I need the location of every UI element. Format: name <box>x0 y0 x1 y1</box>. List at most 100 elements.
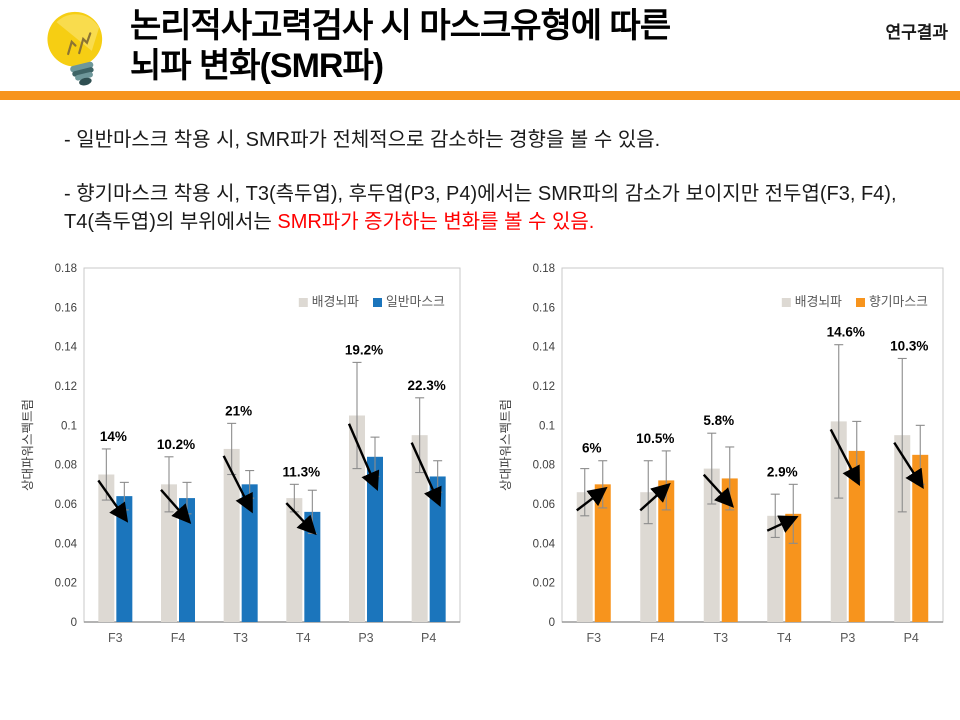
y-tick-label: 0.14 <box>533 342 556 354</box>
x-category-label: T4 <box>777 631 792 645</box>
change-percent-label: 5.8% <box>703 413 734 428</box>
y-tick-label: 0.04 <box>533 538 556 550</box>
change-percent-label: 2.9% <box>767 464 798 479</box>
legend-label: 배경뇌파 <box>312 294 359 309</box>
change-percent-label: 19.2% <box>345 342 383 357</box>
note-2-text: - 향기마스크 착용 시, T3(측두엽), 후두엽(P3, P4)에서는 SM… <box>64 183 897 233</box>
title-line-1: 논리적사고력검사 시 마스크유형에 따른 <box>130 7 671 45</box>
legend-swatch <box>298 298 308 307</box>
bar <box>367 456 383 622</box>
note-2-red-text: SMR파가 증가하는 변화를 볼 수 있음. <box>277 211 595 233</box>
y-axis-title: 상대파워스펙트럼 <box>499 399 513 491</box>
legend-swatch <box>856 298 865 307</box>
bar <box>179 498 195 622</box>
change-percent-label: 22.3% <box>408 378 446 393</box>
legend-swatch <box>373 298 382 307</box>
x-category-label: P4 <box>421 631 436 645</box>
change-percent-label: 10.3% <box>890 338 928 353</box>
change-percent-label: 6% <box>582 441 602 456</box>
bar <box>594 484 611 622</box>
bar <box>241 484 258 622</box>
bar <box>721 478 738 622</box>
legend-swatch <box>781 298 791 307</box>
change-arrow <box>639 482 671 512</box>
y-tick-label: 0 <box>71 617 77 629</box>
x-category-label: T3 <box>233 631 248 645</box>
change-arrow <box>766 515 799 533</box>
change-arrow <box>222 455 253 514</box>
y-tick-label: 0 <box>549 617 555 629</box>
title-line-2: 뇌파 변화(SMR파) <box>130 47 384 85</box>
change-arrow <box>285 502 317 536</box>
y-tick-label: 0.02 <box>533 578 555 590</box>
change-percent-label: 10.5% <box>636 431 674 446</box>
change-percent-label: 21% <box>225 403 252 418</box>
bar <box>640 492 657 622</box>
bar <box>116 496 133 622</box>
y-tick-label: 0.14 <box>55 342 78 354</box>
y-axis-title: 상대파워스펙트럼 <box>21 399 35 491</box>
y-tick-label: 0.12 <box>533 381 555 393</box>
legend-label: 배경뇌파 <box>795 294 842 309</box>
change-arrow <box>97 479 129 523</box>
x-category-label: F4 <box>650 631 665 645</box>
change-percent-label: 11.3% <box>283 464 321 479</box>
x-category-label: P3 <box>840 631 855 645</box>
change-percent-label: 14.6% <box>827 325 865 340</box>
chart-normal-mask: 0 0.02 0.04 0.06 0.08 0.1 0.12 0.14 0.16 0.18 F3 14… <box>18 258 468 673</box>
note-1-text: - 일반마스크 착용 시, SMR파가 전체적으로 감소하는 경향을 볼 수 있… <box>64 129 661 151</box>
change-arrow <box>702 473 734 508</box>
change-arrow <box>410 442 442 508</box>
bar <box>658 480 675 622</box>
plot-area <box>561 267 944 623</box>
y-tick-label: 0.02 <box>55 578 77 590</box>
chart-scented-mask: 0 0.02 0.04 0.06 0.08 0.1 0.12 0.14 0.16 0.18 F3 6%… <box>496 258 951 673</box>
x-category-label: F3 <box>586 631 601 645</box>
y-tick-label: 0.1 <box>539 420 555 432</box>
change-arrow <box>160 489 192 524</box>
y-tick-label: 0.08 <box>55 460 77 472</box>
y-tick-label: 0.18 <box>533 263 555 275</box>
bar <box>785 513 802 622</box>
page-title: 논리적사고력검사 시 마스크유형에 따른 뇌파 변화(SMR파) <box>130 6 830 86</box>
corner-label: 연구결과 <box>885 23 948 42</box>
plot-area <box>83 267 461 623</box>
accent-divider <box>0 91 960 100</box>
bar <box>576 492 593 622</box>
slide-header: 논리적사고력검사 시 마스크유형에 따른 뇌파 변화(SMR파) 연구결과 <box>0 0 960 91</box>
y-tick-label: 0.06 <box>55 499 77 511</box>
bar <box>429 476 446 622</box>
change-percent-label: 14% <box>100 429 127 444</box>
change-arrow <box>829 428 860 486</box>
y-tick-label: 0.04 <box>55 538 78 550</box>
x-category-label: F3 <box>108 631 123 645</box>
bar <box>411 435 428 622</box>
y-tick-label: 0.16 <box>55 302 77 314</box>
x-category-label: T3 <box>713 631 728 645</box>
x-category-label: P3 <box>358 631 373 645</box>
y-tick-label: 0.08 <box>533 460 555 472</box>
bar <box>304 511 321 622</box>
note-paragraph-2: - 향기마스크 착용 시, T3(측두엽), 후두엽(P3, P4)에서는 SM… <box>64 180 924 236</box>
change-arrow <box>893 441 924 489</box>
y-tick-label: 0.16 <box>533 302 555 314</box>
legend-label: 향기마스크 <box>869 294 928 309</box>
y-tick-label: 0.06 <box>533 499 555 511</box>
y-tick-label: 0.18 <box>55 263 77 275</box>
bar <box>349 415 365 622</box>
x-category-label: T4 <box>296 631 311 645</box>
legend-label: 일반마스크 <box>386 294 445 309</box>
notes-block: - 일반마스크 착용 시, SMR파가 전체적으로 감소하는 경향을 볼 수 있… <box>64 126 924 236</box>
bar <box>912 454 929 622</box>
bar <box>767 515 784 622</box>
x-category-label: P4 <box>904 631 919 645</box>
bar <box>848 450 865 622</box>
lightbulb-icon <box>47 11 103 86</box>
note-paragraph-1: - 일반마스크 착용 시, SMR파가 전체적으로 감소하는 경향을 볼 수 있… <box>64 126 924 154</box>
y-tick-label: 0.1 <box>61 420 77 432</box>
charts-row: 0 0.02 0.04 0.06 0.08 0.1 0.12 0.14 0.16 0.18 F3 14… <box>0 236 960 673</box>
change-percent-label: 10.2% <box>157 437 195 452</box>
y-tick-label: 0.12 <box>55 381 77 393</box>
change-arrow <box>347 423 380 491</box>
